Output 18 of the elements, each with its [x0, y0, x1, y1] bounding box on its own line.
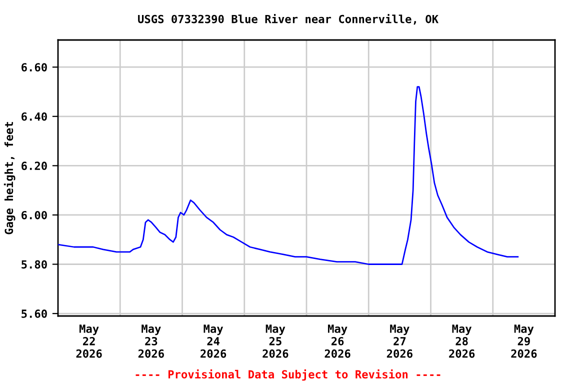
y-tick-label: 6.00	[22, 210, 47, 220]
x-tick-label: May 27 2026	[386, 324, 412, 358]
x-tick-label: May 29 2026	[511, 324, 537, 358]
line-series	[58, 86, 519, 265]
y-tick-label: 6.60	[22, 63, 47, 72]
x-tick-label: May 25 2026	[262, 324, 288, 358]
x-tick-label: May 26 2026	[324, 324, 350, 358]
y-tick-label: 6.40	[22, 112, 47, 121]
x-tick-label: May 24 2026	[200, 324, 226, 358]
y-axis-title: Gage height, feet	[4, 122, 16, 234]
y-tick-label: 6.20	[22, 162, 47, 170]
text: ---- Provisional Data Subject to Revision ----	[136, 369, 440, 381]
y-tick-label: 5.80	[22, 260, 47, 269]
x-tick-label: May 22 2026	[76, 324, 102, 358]
y-tick-label: 5.60	[22, 310, 47, 318]
chart-title: USGS 07332390 Blue River near Connerville, OK	[138, 14, 438, 25]
x-tick-label: May 23 2026	[138, 324, 164, 358]
x-tick-label: May 28 2026	[449, 324, 475, 358]
